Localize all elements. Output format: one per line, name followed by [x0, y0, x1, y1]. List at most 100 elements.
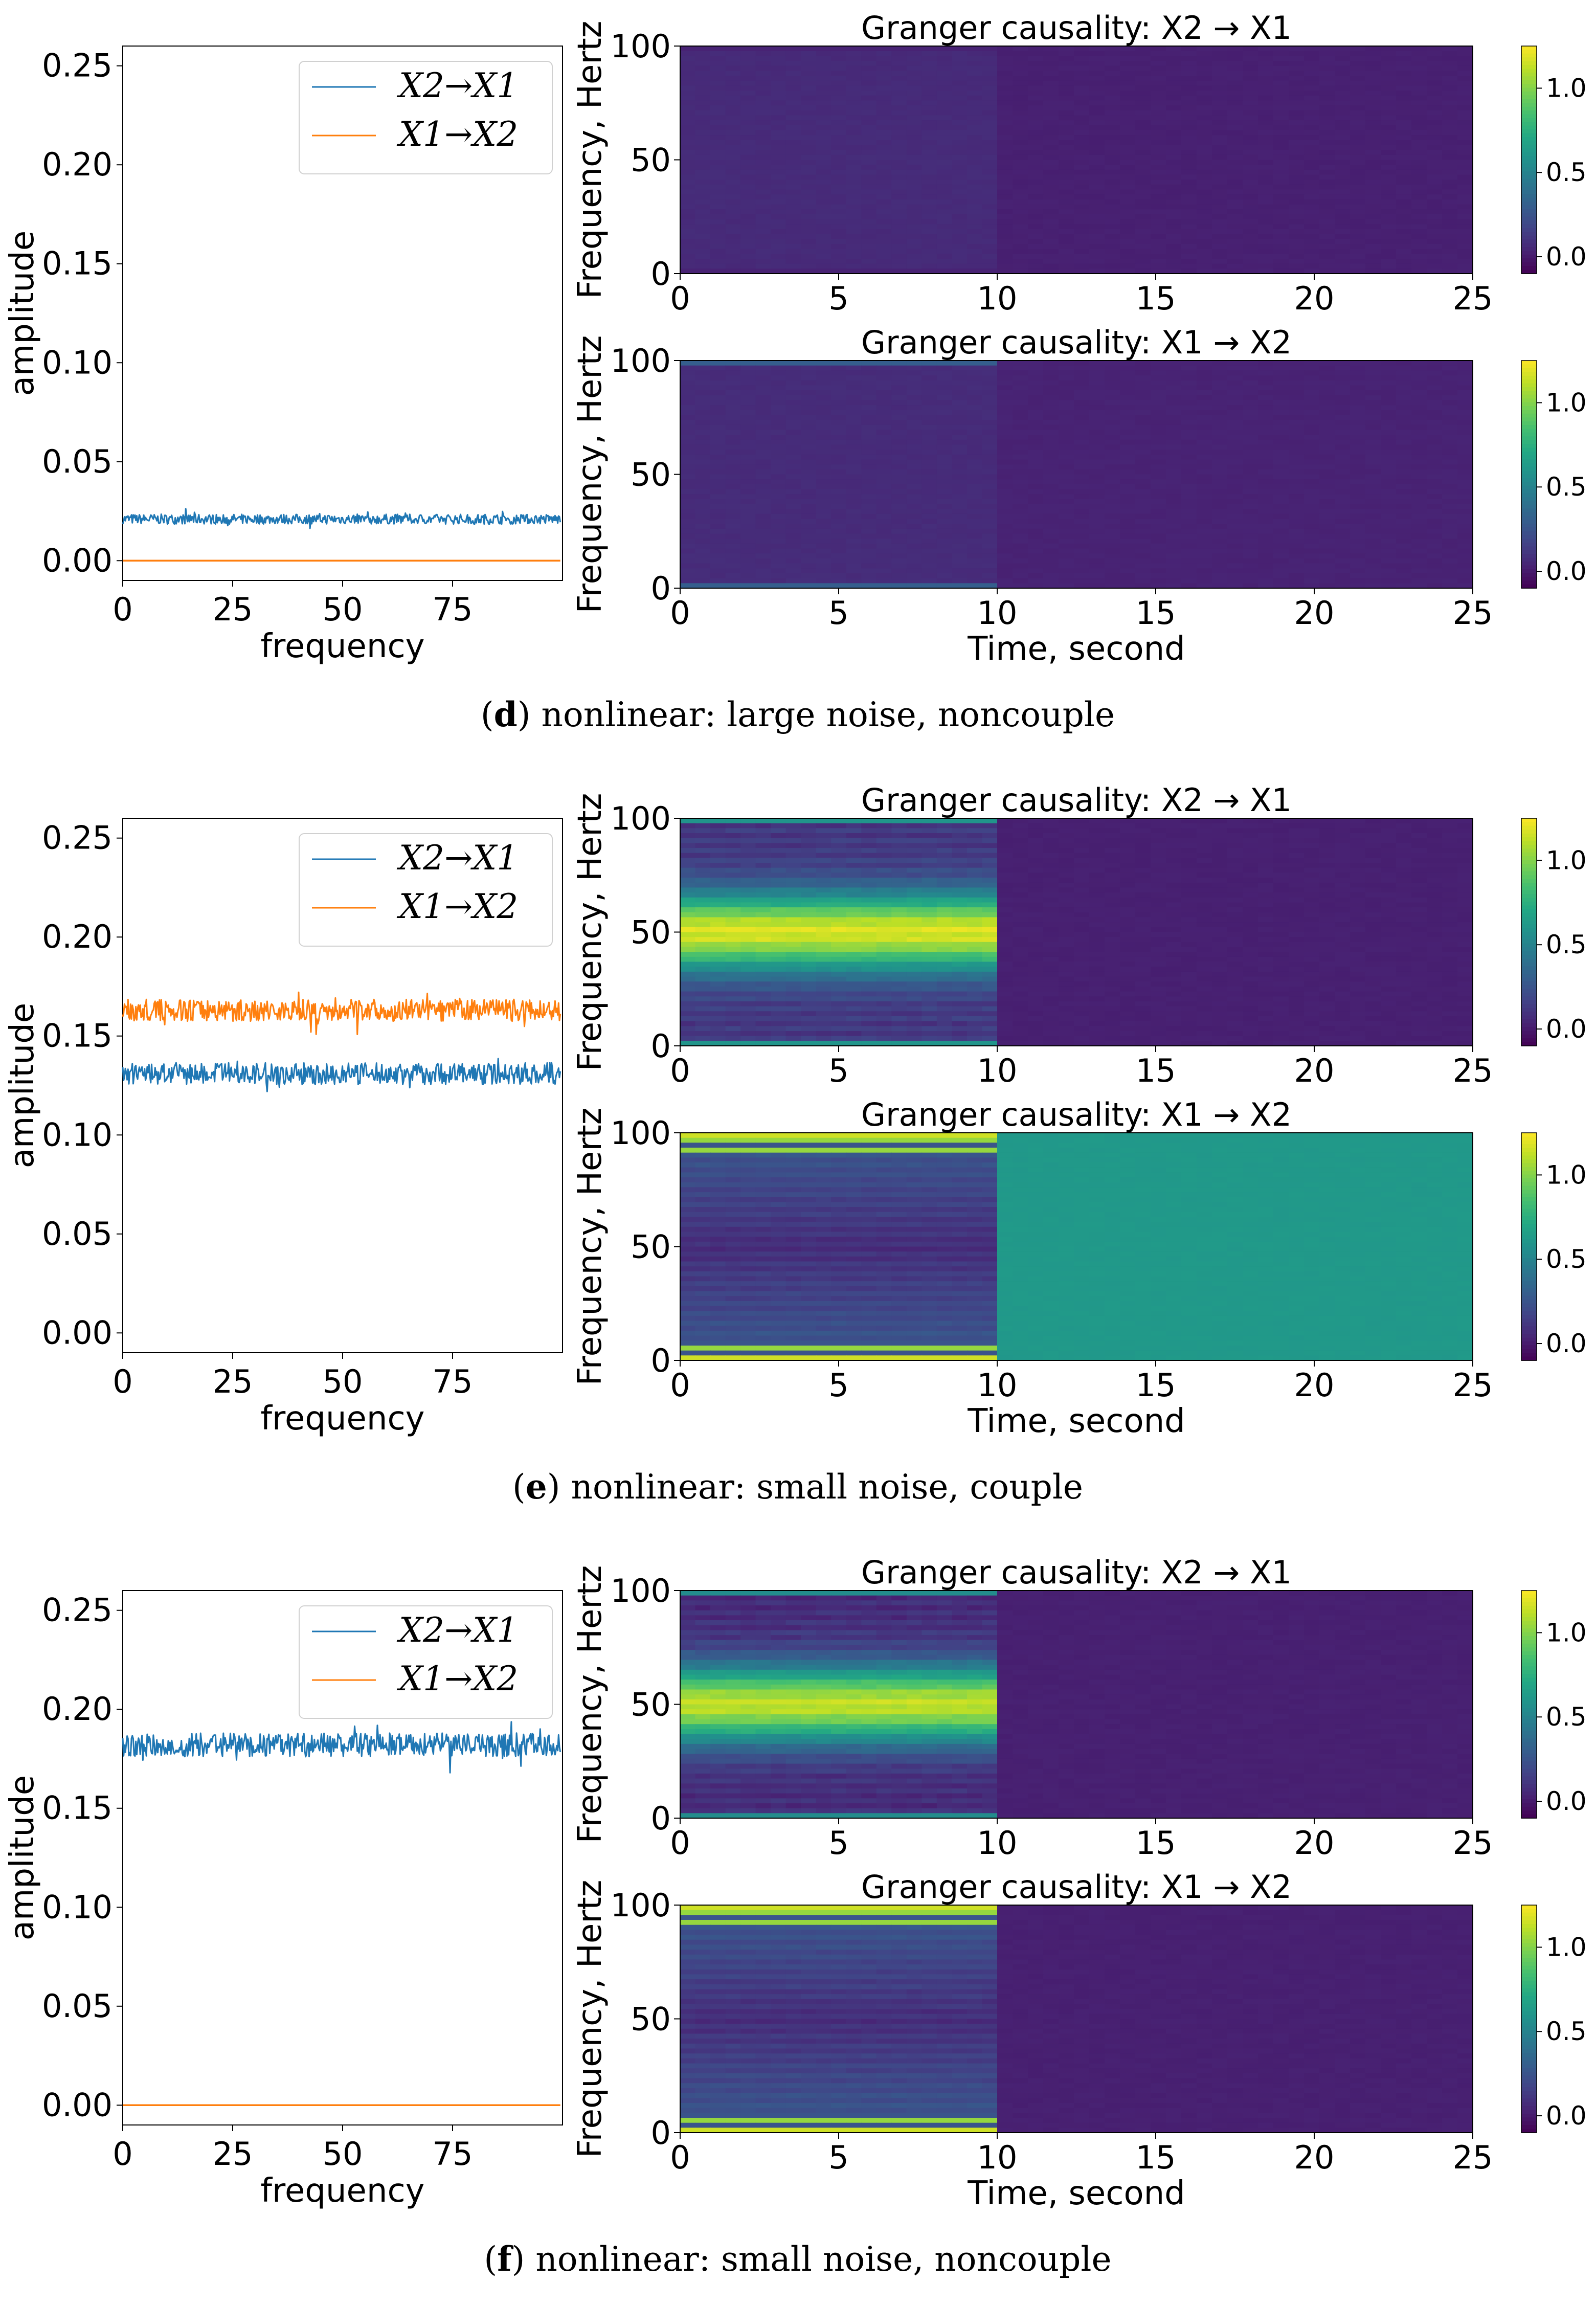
heat-cell: [710, 395, 726, 401]
heat-cell: [1212, 400, 1228, 406]
heat-cell: [876, 539, 892, 544]
heat-cell: [982, 229, 998, 235]
heat-cell: [771, 533, 786, 540]
heat-cell: [1396, 165, 1412, 170]
heat-cell: [1089, 110, 1105, 116]
heat-cell: [725, 459, 741, 465]
heat-cell: [831, 380, 847, 386]
heat-cell: [1319, 370, 1335, 376]
heat-cell: [1258, 234, 1274, 240]
heat-cell: [1013, 199, 1028, 205]
heat-cell: [1074, 56, 1090, 61]
heat-cell: [1043, 110, 1059, 116]
heat-cell: [1105, 100, 1120, 106]
heat-cell: [831, 548, 847, 554]
heat-cell: [906, 80, 923, 86]
heat-cell: [1411, 268, 1427, 274]
heat-cell: [952, 375, 968, 381]
heat-cell: [1227, 430, 1243, 435]
heat-cell: [1427, 361, 1443, 366]
heat-cell: [997, 528, 1013, 534]
heat-cell: [921, 420, 937, 426]
heat-cell: [1243, 199, 1258, 205]
heat-cell: [1212, 204, 1228, 210]
heat-cell: [1304, 568, 1320, 574]
heat-cell: [1273, 135, 1289, 141]
heat-cell: [967, 204, 983, 210]
heat-cell: [906, 519, 923, 525]
heat-cell: [1258, 489, 1274, 495]
heat-cell: [725, 130, 741, 136]
heat-cell: [1411, 189, 1427, 195]
heat-cell: [936, 180, 953, 185]
heat-cell: [1319, 154, 1335, 161]
heat-cell: [1181, 499, 1197, 505]
heat-cell: [1427, 125, 1443, 131]
heat-cell: [1335, 444, 1351, 450]
heat-cell: [755, 194, 771, 200]
heat-cell: [1442, 174, 1458, 180]
heat-cell: [1335, 563, 1351, 569]
heat-cell: [952, 509, 968, 514]
heat-cell: [1243, 184, 1258, 190]
heat-cell: [846, 400, 862, 406]
heat-cell: [1319, 110, 1335, 116]
heat-cell: [1181, 469, 1197, 475]
heat-cell: [1013, 489, 1028, 495]
heat-cell: [906, 214, 923, 220]
heat-cell: [740, 361, 756, 366]
heat-cell: [1166, 180, 1182, 185]
colorbar-step: [1521, 125, 1537, 130]
heat-cell: [755, 543, 771, 549]
heat-cell: [1411, 375, 1427, 381]
heat-cell: [695, 435, 711, 440]
heat-cell: [1197, 180, 1212, 185]
heat-cell: [1181, 553, 1197, 559]
heat-cell: [921, 380, 937, 386]
heat-cell: [1043, 450, 1059, 455]
heat-cell: [1074, 573, 1090, 579]
heat-cell: [846, 513, 862, 520]
heat-cell: [1120, 548, 1136, 554]
heat-cell: [1411, 244, 1427, 250]
heat-cell: [725, 430, 741, 435]
heat-cell: [1059, 120, 1074, 126]
heat-cell: [1151, 543, 1166, 549]
heat-cell: [740, 100, 756, 106]
colorbar-step: [1521, 394, 1537, 399]
heat-cell: [846, 405, 862, 411]
heat-cell: [936, 160, 953, 165]
heat-cell: [771, 568, 786, 574]
heat-cell: [710, 474, 726, 480]
heat-cell: [1028, 513, 1044, 520]
heat-cell: [1427, 46, 1443, 52]
heat-cell: [1013, 568, 1028, 574]
heat-cell: [710, 444, 726, 450]
heat-cell: [997, 553, 1013, 559]
heat-cell: [921, 435, 937, 440]
heat-cell: [1197, 76, 1212, 81]
heat-cell: [1319, 268, 1335, 274]
heat-cell: [1227, 494, 1243, 500]
heat-cell: [891, 115, 907, 121]
heat-cell: [906, 444, 923, 450]
heat-cell: [785, 254, 801, 259]
heat-cell: [1166, 553, 1182, 559]
heat-cell: [1442, 509, 1458, 514]
heat-cell: [1350, 95, 1366, 101]
heat-cell: [801, 174, 817, 180]
heat-cell: [1135, 395, 1151, 401]
heat-cell: [1028, 214, 1044, 220]
heat-cell: [1350, 76, 1366, 81]
colorbar-step: [1521, 87, 1537, 92]
heat-cell: [1043, 405, 1059, 411]
heat-cell: [1105, 479, 1120, 485]
heat-cell: [1227, 189, 1243, 195]
heat-cell: [1319, 76, 1335, 81]
heat-cell: [1059, 365, 1074, 371]
heat-cell: [1227, 120, 1243, 126]
heat-cell: [801, 234, 817, 240]
heat-cell: [1258, 184, 1274, 190]
heat-cell: [1381, 464, 1397, 470]
heat-cell: [1442, 209, 1458, 215]
